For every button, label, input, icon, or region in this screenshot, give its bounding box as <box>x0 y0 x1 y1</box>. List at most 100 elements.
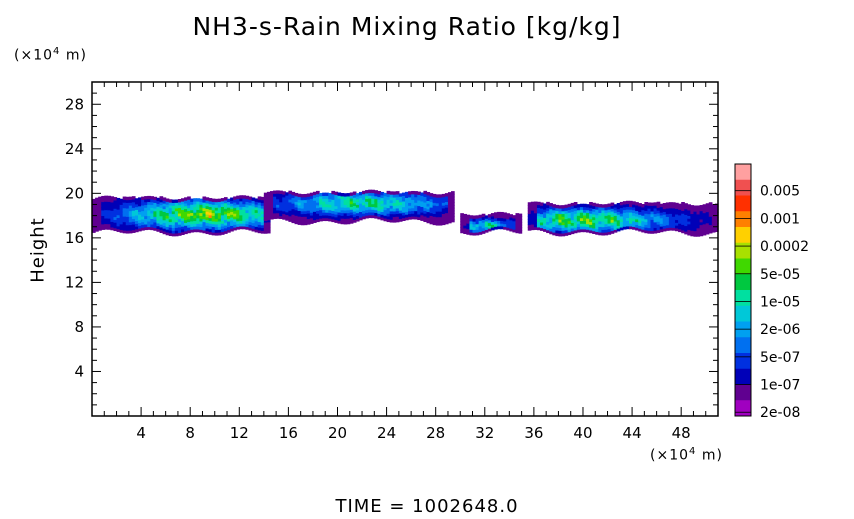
heatmap-cell <box>98 205 102 209</box>
heatmap-cell <box>497 214 501 219</box>
heatmap-cell <box>687 212 691 217</box>
heatmap-cell <box>288 210 293 214</box>
heatmap-cell <box>125 219 130 223</box>
heatmap-cell <box>493 220 498 225</box>
heatmap-cell <box>107 206 112 211</box>
heatmap-cell <box>156 206 161 210</box>
heatmap-cell <box>411 202 415 206</box>
heatmap-cell <box>346 218 351 222</box>
heatmap-cell <box>693 227 698 232</box>
heatmap-cell <box>466 217 471 221</box>
heatmap-cell <box>573 213 578 217</box>
heatmap-cell <box>687 229 691 233</box>
heatmap-cell <box>355 193 360 197</box>
heatmap-cell <box>104 212 108 216</box>
heatmap-cell <box>586 204 590 208</box>
heatmap-cell <box>570 214 575 218</box>
heatmap-cell <box>239 214 243 219</box>
heatmap-cell <box>552 231 556 236</box>
heatmap-cell <box>401 214 406 219</box>
heatmap-cell <box>699 224 704 228</box>
heatmap-cell <box>552 206 556 211</box>
heatmap-cell <box>141 196 145 200</box>
heatmap-cell <box>435 205 440 209</box>
heatmap-cell <box>365 215 369 219</box>
heatmap-cell <box>205 225 210 229</box>
heatmap-cell <box>604 229 609 233</box>
heatmap-cell <box>306 221 311 225</box>
heatmap-cell <box>358 214 363 218</box>
heatmap-cell <box>441 221 446 226</box>
heatmap-cell <box>714 223 719 227</box>
heatmap-cell <box>239 195 243 199</box>
heatmap-cell <box>650 208 655 212</box>
heatmap-cell <box>702 229 707 233</box>
heatmap-cell <box>288 190 293 195</box>
heatmap-cell <box>113 216 118 220</box>
heatmap-cell <box>398 212 403 217</box>
heatmap-cell <box>193 220 197 224</box>
heatmap-cell <box>193 228 197 233</box>
heatmap-cell <box>589 218 593 223</box>
x-tick-label: 8 <box>185 424 195 442</box>
heatmap-cell <box>199 229 204 233</box>
heatmap-cell <box>199 226 204 230</box>
heatmap-cell <box>316 202 320 206</box>
heatmap-cell <box>217 223 222 228</box>
heatmap-cell <box>392 213 397 218</box>
heatmap-cell <box>340 198 345 202</box>
heatmap-cell <box>662 219 667 224</box>
heatmap-cell <box>598 223 602 227</box>
heatmap-cell <box>202 207 207 211</box>
heatmap-cell <box>401 192 406 196</box>
heatmap-cell <box>374 204 378 208</box>
heatmap-cell <box>150 226 154 231</box>
heatmap-cell <box>230 200 234 204</box>
heatmap-cell <box>174 221 179 226</box>
heatmap-cell <box>650 202 655 206</box>
heatmap-cell <box>509 219 513 224</box>
heatmap-cell <box>420 217 425 221</box>
heatmap-cell <box>165 212 170 216</box>
heatmap-cell <box>208 231 213 235</box>
heatmap-cell <box>236 201 240 205</box>
heatmap-cell <box>604 223 609 227</box>
heatmap-cell <box>98 213 102 217</box>
heatmap-cell <box>162 208 167 212</box>
heatmap-cell <box>405 197 409 201</box>
heatmap-cell <box>190 204 194 208</box>
heatmap-cell <box>675 202 679 207</box>
heatmap-cell <box>536 226 541 231</box>
heatmap-cell <box>309 203 314 208</box>
heatmap-cell <box>389 196 394 201</box>
heatmap-cell <box>227 201 231 205</box>
heatmap-cell <box>294 195 299 200</box>
heatmap-cell <box>635 224 639 228</box>
heatmap-cell <box>337 203 342 207</box>
heatmap-cell <box>552 226 556 230</box>
heatmap-cell <box>125 213 130 217</box>
heatmap-cell <box>653 230 658 234</box>
heatmap-cell <box>322 195 326 199</box>
heatmap-cell <box>98 224 102 228</box>
heatmap-cell <box>371 214 375 219</box>
heatmap-cell <box>245 198 250 202</box>
heatmap-cell <box>190 218 194 222</box>
heatmap-cell <box>681 210 685 214</box>
heatmap-cell <box>714 214 719 219</box>
heatmap-cell <box>579 203 584 208</box>
heatmap-cell <box>122 227 127 231</box>
heatmap-cell <box>303 199 308 203</box>
heatmap-cell <box>227 220 231 225</box>
colorbar-swatch <box>735 400 751 417</box>
heatmap-cell <box>619 224 624 228</box>
heatmap-cell <box>110 204 115 209</box>
heatmap-cell <box>184 200 188 204</box>
heatmap-cell <box>543 220 547 224</box>
heatmap-cell <box>319 218 323 222</box>
heatmap-cell <box>684 231 688 235</box>
heatmap-cell <box>564 215 569 220</box>
heatmap-cell <box>506 227 510 231</box>
heatmap-cell <box>288 193 293 197</box>
heatmap-cell <box>512 226 517 230</box>
